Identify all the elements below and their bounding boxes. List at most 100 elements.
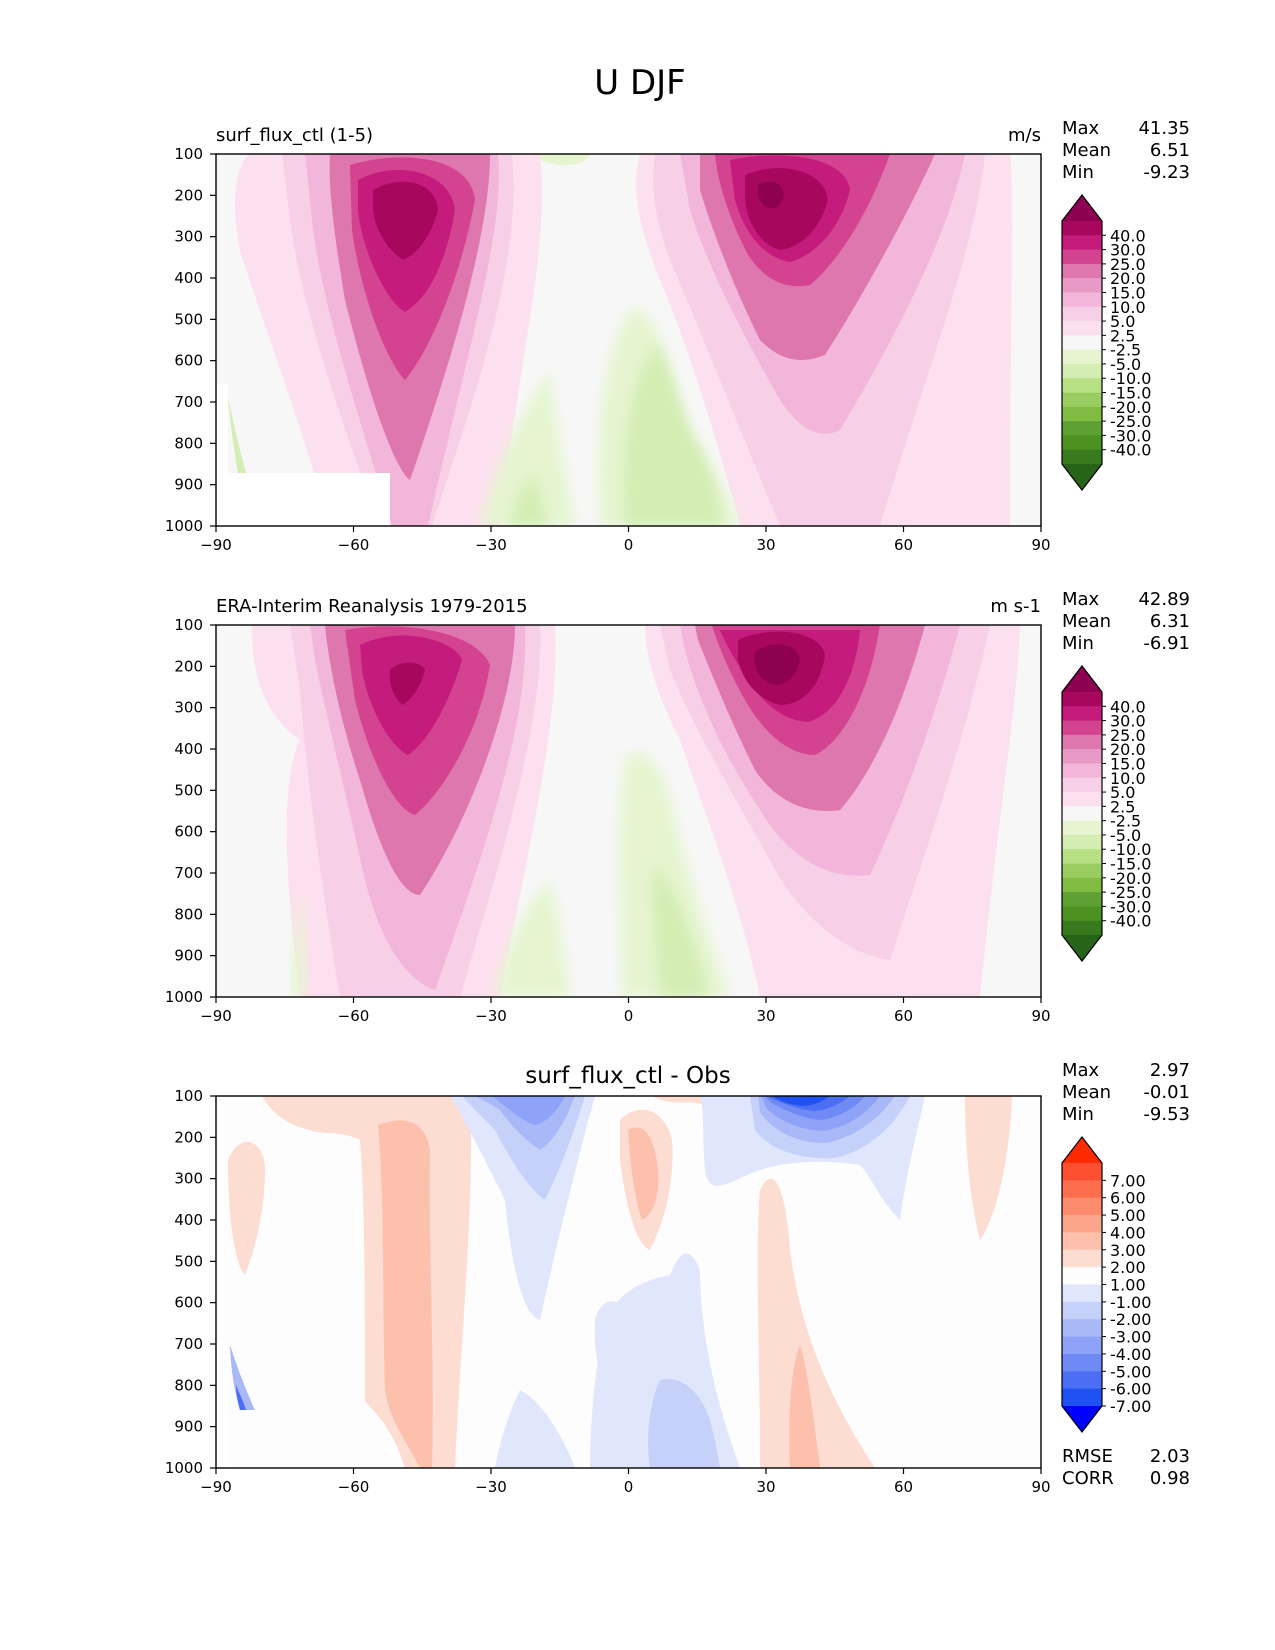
y-tick-label: 500 — [174, 781, 203, 799]
y-tick-label: 600 — [174, 823, 203, 841]
colorbar-segment — [1062, 734, 1102, 750]
colorbar-label: 40.0 — [1110, 226, 1146, 245]
x-tick-label: 30 — [756, 1478, 775, 1496]
contour-field — [216, 154, 1041, 526]
easterly-contour-top — [540, 154, 590, 166]
colorbar-label: -4.00 — [1110, 1345, 1151, 1364]
y-tick-label: 300 — [174, 699, 203, 717]
colorbar-label: 30.0 — [1110, 712, 1146, 731]
x-tick-label: −60 — [338, 1478, 370, 1496]
colorbar-outline — [1061, 194, 1103, 491]
stat-label: Max — [1062, 1060, 1100, 1081]
y-tick-label: 900 — [174, 947, 203, 965]
stat-label: Min — [1062, 1104, 1094, 1125]
stat-label: Mean — [1062, 140, 1111, 161]
colorbar-label: -7.00 — [1110, 1397, 1151, 1416]
colorbar-label: 15.0 — [1110, 754, 1146, 773]
colorbar: 40.030.025.020.015.010.05.02.5-2.5-5.0-1… — [1061, 665, 1151, 962]
stat-label: Min — [1062, 633, 1094, 654]
y-tick-label: 100 — [174, 616, 203, 634]
footer-stat-value: 0.98 — [1150, 1468, 1190, 1489]
colorbar-label: -2.5 — [1110, 341, 1141, 360]
colorbar-segment — [1062, 1215, 1102, 1233]
x-tick-label: −90 — [200, 1478, 232, 1496]
colorbar-extend-min — [1062, 1406, 1102, 1432]
colorbar-label: 2.5 — [1110, 797, 1135, 816]
easterly-contour-minus-2-5-b — [480, 370, 575, 526]
axis-ticks: −90 −60 −30 0 30 60 90 100 200 300 400 500 600 700 800… — [165, 145, 1051, 554]
colorbar-label: -20.0 — [1110, 869, 1151, 888]
diff-contour-pos-2 — [378, 1120, 433, 1468]
colorbar-segment — [1062, 1163, 1102, 1181]
y-tick-label: 800 — [174, 434, 203, 452]
colorbar-segment — [1062, 777, 1102, 793]
colorbar-label: -5.0 — [1110, 826, 1141, 845]
colorbar-segment — [1062, 692, 1102, 707]
x-tick-label: −30 — [475, 1478, 507, 1496]
colorbar-segment — [1062, 834, 1102, 850]
colorbar-label: 6.00 — [1110, 1189, 1146, 1208]
colorbar-segment — [1062, 406, 1102, 422]
stat-label: Max — [1062, 589, 1100, 610]
colorbar-segment — [1062, 1180, 1102, 1199]
surface-mask — [216, 384, 390, 526]
colorbar-label: -10.0 — [1110, 369, 1151, 388]
diff-contour-neg-edge-2 — [236, 1385, 246, 1410]
colorbar-extend-max — [1062, 195, 1102, 221]
stats-block: Max 41.35 Mean 6.51 Min -9.23 — [1062, 118, 1190, 183]
x-tick-label: 30 — [756, 1007, 775, 1025]
colorbar-label: -25.0 — [1110, 883, 1151, 902]
y-tick-label: 1000 — [165, 517, 203, 535]
colorbar-segment — [1062, 792, 1102, 807]
colorbar-segment — [1062, 235, 1102, 251]
colorbar: 40.030.025.020.015.010.05.02.5-2.5-5.0-1… — [1061, 194, 1151, 491]
x-tick-label: 60 — [894, 1007, 913, 1025]
y-tick-label: 300 — [174, 228, 203, 246]
colorbar-segment — [1062, 1284, 1102, 1303]
easterly-contour-minus-2-5 — [618, 752, 730, 997]
colorbar-label: 20.0 — [1110, 740, 1146, 759]
stat-label: Mean — [1062, 1082, 1111, 1103]
diff-contour-neg-2-c — [648, 1379, 720, 1468]
axis-ticks: −90 −60 −30 0 30 60 90 100 200 300 400 500 600 700 800… — [165, 1087, 1051, 1496]
diff-contour-neg-7-b — [772, 1096, 830, 1106]
easterly-contour-minus-2-5-c — [292, 890, 306, 997]
y-tick-label: 200 — [174, 657, 203, 675]
x-tick-label: −30 — [475, 536, 507, 554]
y-tick-label: 600 — [174, 1294, 203, 1312]
colorbar-label: -40.0 — [1110, 441, 1151, 460]
x-tick-label: −90 — [200, 536, 232, 554]
y-tick-label: 400 — [174, 1211, 203, 1229]
colorbar-segment — [1062, 1353, 1102, 1372]
diff-contour-pos-1-c — [757, 1178, 875, 1468]
colorbar-segment — [1062, 763, 1102, 779]
diff-contour-neg-1-e — [594, 1301, 625, 1370]
mask-edge-contour — [228, 395, 246, 473]
colorbar-segment — [1062, 306, 1102, 322]
panel-units: m/s — [1008, 125, 1041, 146]
colorbar-segment — [1062, 1319, 1102, 1338]
colorbar-segment — [1062, 335, 1102, 351]
colorbar-extend-min — [1062, 464, 1102, 490]
colorbar-segment — [1062, 892, 1102, 907]
y-tick-label: 200 — [174, 186, 203, 204]
panel-units: m s-1 — [990, 596, 1041, 617]
y-tick-label: 700 — [174, 864, 203, 882]
colorbar-segment — [1062, 392, 1102, 408]
x-tick-label: 90 — [1031, 536, 1050, 554]
colorbar-segment — [1062, 849, 1102, 865]
y-tick-label: 800 — [174, 905, 203, 923]
colorbar-segment — [1062, 806, 1102, 822]
easterly-contour-minus-2-5-b — [495, 880, 570, 997]
colorbar-label: -1.00 — [1110, 1293, 1151, 1312]
x-tick-label: 0 — [624, 1478, 634, 1496]
sh-jet-contour-30 — [373, 181, 438, 260]
stat-value: 2.97 — [1150, 1060, 1190, 1081]
colorbar-label: 25.0 — [1110, 726, 1146, 745]
stats-block: Max 2.97 Mean -0.01 Min -9.53 — [1062, 1060, 1190, 1125]
panel-title-center: surf_flux_ctl - Obs — [525, 1063, 730, 1089]
colorbar-label: -3.00 — [1110, 1328, 1151, 1347]
colorbar-segment — [1062, 863, 1102, 879]
y-tick-label: 1000 — [165, 988, 203, 1006]
